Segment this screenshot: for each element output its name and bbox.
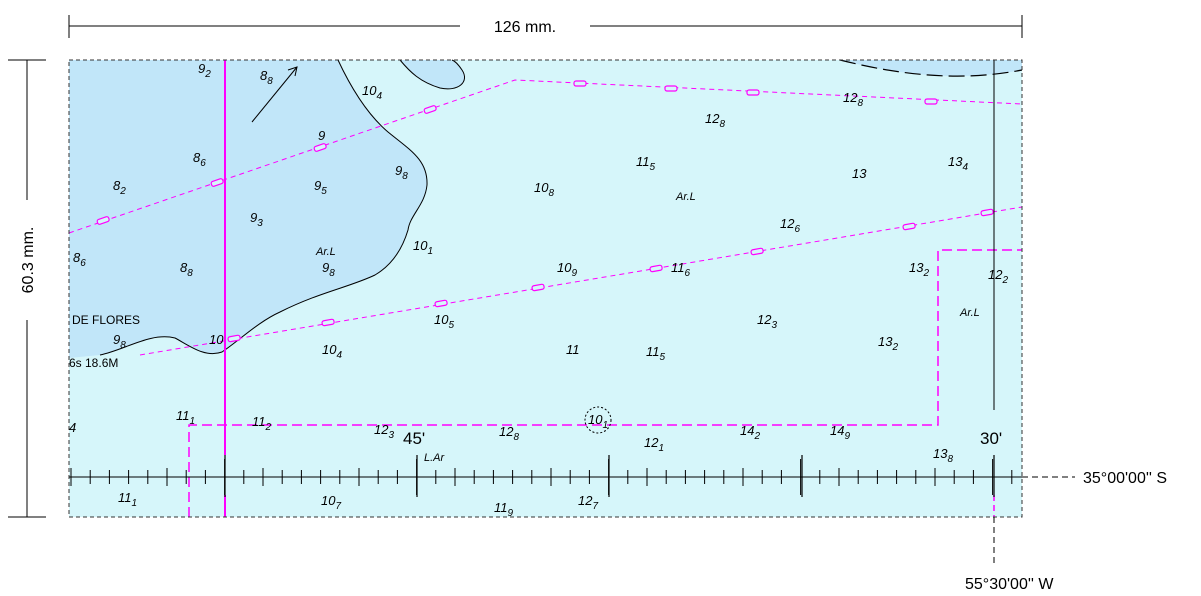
depth-sounding: 115 [646,344,666,363]
shallow-corner-top-right [840,60,1022,77]
width-label: 126 mm. [494,19,556,36]
longitude-label: 55°30'00'' W [965,576,1054,593]
depth-sounding: 128 [843,90,863,109]
depth-sounding: 11 [566,342,580,357]
route-marker [96,216,110,225]
depth-sounding: 119 [494,500,514,519]
route-marker [902,222,916,231]
depth-sounding: 123 [374,422,394,441]
depth-sounding: 115 [636,154,656,173]
shallow-lobe-top [400,60,465,89]
soundings: 92 88 104 9 86 82 95 98 93 86 88 98 101 98 10 104 105 108… [69,61,1008,519]
route-marker [531,283,545,292]
height-dimension: 60.3 mm. [8,59,46,518]
depth-sounding: 86 [73,250,86,269]
route-marker [980,208,994,217]
danger-circle [584,406,612,434]
depth-sounding: 98 [395,163,408,182]
depth-sounding: 101 [588,412,608,431]
depth-sounding: 98 [322,260,335,279]
route-marker [423,105,437,114]
depth-sounding: 138 [933,446,953,465]
width-dimension: 126 mm. [68,15,1023,38]
depth-sounding: 88 [180,260,193,279]
depth-sounding: 107 [321,493,341,512]
route-marker [664,85,678,92]
depth-sounding: 104 [322,342,342,361]
seabed-label: Ar.L [675,191,696,203]
seabed-label: Ar.L [315,246,336,258]
depth-sounding: 122 [988,267,1008,286]
depth-sounding: 10 [209,332,224,347]
depth-sounding: 92 [198,61,211,80]
de-flores-label: DE FLORES [72,313,140,327]
route-marker [649,264,663,273]
route-marker [227,334,241,343]
depth-sounding: 88 [260,68,273,87]
depth-sounding: 101 [413,238,433,257]
current-arrow [251,66,298,123]
route-markers [96,80,994,343]
depth-sounding: 116 [671,260,691,279]
shallow-area [69,60,428,358]
area-boundary [188,249,1022,517]
route-marker [321,318,335,327]
route-marker [924,98,938,105]
chart-border [68,59,1023,518]
route-marker [434,299,448,308]
depth-sounding: 82 [113,178,126,197]
seabed-label: Ar.L [959,307,980,319]
height-label: 60.3 mm. [20,227,37,294]
depth-contour-dashed [839,59,1023,77]
depth-sounding: 109 [557,260,577,279]
depth-sounding: 123 [757,312,777,331]
depth-sounding: 126 [780,216,800,235]
route-marker [210,178,224,187]
latitude-scale-bar [69,455,1022,497]
depth-sounding: 93 [250,210,263,229]
depth-sounding: 86 [193,150,206,169]
seabed-label: L.Ar [424,452,446,464]
depth-sounding: 121 [644,435,664,454]
depth-sounding: 111 [176,408,195,427]
depth-sounding: 9 [318,128,325,143]
light-characteristic: 6s 18.6M [69,356,118,370]
depth-sounding: 105 [434,312,454,331]
depth-sounding: 104 [362,83,382,102]
depth-sounding: 132 [878,334,898,353]
depth-sounding: 128 [705,111,725,130]
depth-sounding: 134 [948,154,968,173]
depth-sounding: 142 [740,423,760,442]
depth-sounding: 132 [909,260,929,279]
depth-sounding: 95 [314,178,327,197]
depth-contour [99,59,428,356]
depth-sounding: 98 [113,332,126,351]
route-marker [746,89,760,96]
depth-sounding: 112 [252,414,272,433]
depth-sounding: 13 [852,166,867,181]
depth-sounding: 4 [69,420,76,435]
route-marker [573,80,587,87]
route-marker [313,143,327,152]
depth-sounding: 127 [578,493,598,512]
minute-45-label: 45' [403,429,425,448]
latitude-label: 35°00'00'' S [1083,470,1167,487]
depth-sounding: 128 [499,424,519,443]
depth-sounding: 108 [534,180,554,199]
minute-30-label: 30' [980,429,1002,448]
depth-contour-lobe [399,59,465,90]
depth-sounding: 111 [118,490,137,509]
depth-sounding: 149 [830,423,850,442]
route-marker [750,247,764,256]
